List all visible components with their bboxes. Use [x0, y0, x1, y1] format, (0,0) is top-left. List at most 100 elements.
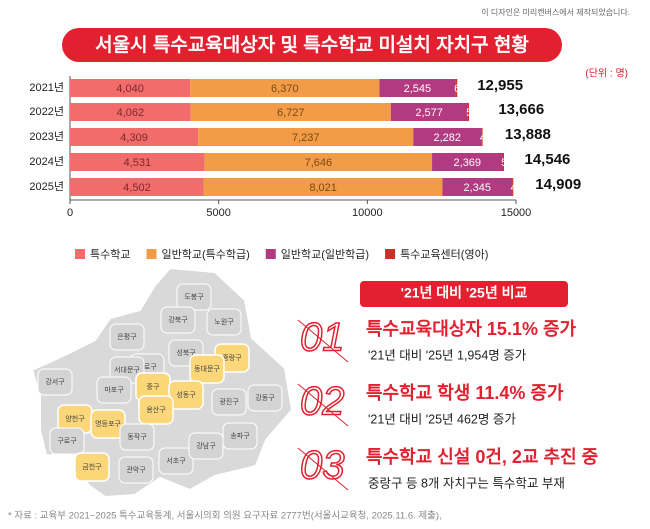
- district-highlight: [189, 354, 225, 384]
- x-tick-label: 10000: [352, 207, 383, 219]
- district-label: 강북구: [168, 315, 188, 324]
- value-label: 2,282: [433, 132, 461, 144]
- value-label: 55: [466, 107, 478, 119]
- value-label: 4,502: [123, 182, 151, 194]
- district-label: 종로구: [137, 363, 157, 371]
- total-label: 13,666: [498, 101, 544, 118]
- district-label: 도봉구: [184, 293, 204, 301]
- district-label: 중랑구: [222, 354, 242, 362]
- district-label: 관악구: [126, 465, 146, 474]
- value-label: 8,021: [309, 182, 337, 194]
- number-slash: [297, 447, 349, 491]
- district-label: 송파구: [230, 431, 250, 440]
- total-label: 13,888: [505, 126, 551, 143]
- district-label: 성북구: [176, 348, 196, 357]
- bar-segment: [198, 128, 414, 146]
- item-headline: 특수학교 학생 11.4% 증가: [366, 382, 564, 403]
- bar-segment: [467, 103, 470, 121]
- legend-swatch: [265, 249, 276, 259]
- district: [158, 447, 194, 475]
- legend-swatch: [385, 249, 396, 259]
- legend-swatch: [146, 249, 157, 259]
- value-label: 6,727: [277, 107, 305, 119]
- value-label: 4,531: [124, 157, 152, 169]
- y-tick-label: 2025년: [29, 180, 64, 193]
- district-label: 동대문구: [194, 365, 220, 373]
- comparison-title: '21년 대비 '25년 비교: [401, 285, 528, 301]
- value-label: 4,309: [120, 132, 148, 144]
- bar-segment: [481, 128, 483, 146]
- y-tick-label: 2021년: [29, 81, 64, 94]
- value-label: 7,237: [292, 132, 320, 144]
- bar-segment: [70, 153, 205, 171]
- item-number: 01: [300, 316, 345, 360]
- value-label: 48: [480, 132, 492, 144]
- bar-segment: [203, 178, 443, 196]
- bar-segment: [442, 178, 513, 196]
- district-label: 성동구: [176, 390, 196, 399]
- total-label: 12,955: [477, 77, 523, 94]
- district-label: 강서구: [45, 377, 65, 386]
- legend-label: 특수교육센터(영아): [400, 248, 488, 261]
- x-tick-label: 5000: [206, 207, 230, 219]
- legend-label: 일반학교(일반학급): [281, 247, 369, 261]
- district-label: 은평구: [117, 332, 137, 341]
- bar-segment: [413, 128, 482, 146]
- bar-segment: [190, 79, 380, 97]
- number-slash: [297, 383, 349, 427]
- number-slash: [297, 319, 349, 363]
- comparison-header: [360, 281, 568, 307]
- title-bar: [62, 28, 562, 62]
- bar-segment: [204, 153, 433, 171]
- bar-segment: [70, 79, 191, 97]
- bar-segment: [432, 153, 503, 171]
- value-label: 6,370: [271, 83, 299, 95]
- district-label: 구로구: [57, 437, 77, 445]
- bar-segment: [379, 79, 456, 97]
- district: [37, 368, 73, 396]
- district: [119, 423, 155, 451]
- bar-segment: [390, 103, 468, 121]
- district-label: 노원구: [214, 317, 234, 326]
- item-number: 03: [300, 444, 345, 488]
- district-label: 서초구: [166, 456, 186, 465]
- value-label: 7,646: [305, 157, 333, 169]
- value-label: 2,369: [454, 157, 482, 169]
- district-label: 용산구: [146, 405, 166, 414]
- item-detail: '21년 대비 '25년 462명 증가: [368, 412, 516, 426]
- item-headline: 특수교육대상자 15.1% 증가: [366, 319, 577, 339]
- district: [118, 456, 154, 484]
- district: [247, 384, 283, 412]
- district-label: 영등포구: [95, 419, 121, 428]
- district: [188, 432, 224, 460]
- item-detail: '21년 대비 '25년 1,954명 증가: [368, 348, 527, 362]
- value-label: 2,577: [415, 107, 443, 119]
- y-tick-label: 2023년: [29, 130, 64, 143]
- district: [49, 427, 85, 455]
- item-number: 02: [300, 380, 345, 424]
- bar-segment: [70, 103, 191, 121]
- y-tick-label: 2022년: [29, 105, 64, 118]
- x-tick-label: 0: [67, 207, 73, 219]
- unit: (단위 : 명): [585, 67, 628, 80]
- value-label: 2,345: [463, 182, 491, 194]
- item-detail: 중랑구 등 8개 자치구는 특수학교 부재: [368, 476, 565, 490]
- district-label: 금천구: [82, 462, 102, 471]
- value-label: 2,545: [404, 83, 432, 95]
- district: [160, 306, 196, 334]
- district-label: 광진구: [219, 397, 239, 406]
- district: [206, 308, 242, 336]
- district: [222, 422, 258, 450]
- chart-title: 서울시 특수교육대상자 및 특수학교 미설치 자치구 현황: [95, 33, 529, 56]
- legend-label: 특수학교: [90, 248, 130, 261]
- value-label: 4,040: [116, 83, 144, 95]
- district-label: 동작구: [127, 432, 147, 441]
- y-tick-label: 2024년: [29, 155, 64, 168]
- total-label: 14,546: [525, 151, 571, 168]
- bar-segment: [70, 128, 199, 146]
- district: [96, 376, 132, 404]
- bar-segment: [455, 79, 458, 97]
- district-label: 양천구: [65, 414, 85, 423]
- district-label: 강동구: [255, 393, 275, 402]
